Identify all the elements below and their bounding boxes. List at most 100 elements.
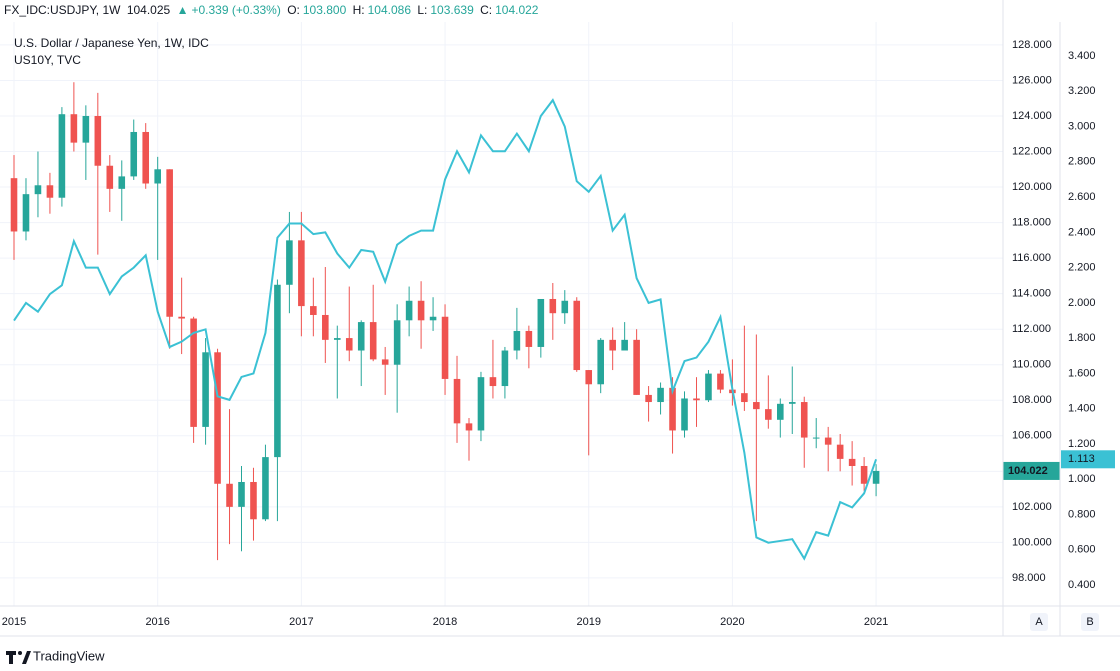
y2-tick-label: 0.600 [1068,544,1096,556]
axis-button[interactable] [1081,613,1099,631]
candle-body [345,338,353,351]
candle-body [657,387,664,403]
y-tick-label: 124.000 [1012,110,1052,122]
candle-body [393,320,401,365]
candle-body [405,300,413,321]
candle-body [298,240,305,307]
x-tick-label: 2018 [433,616,457,628]
candle-body [166,169,173,317]
legend-entry[interactable]: US10Y, TVC [14,53,81,67]
candle-body [214,352,221,484]
y2-tick-label: 2.000 [1068,297,1096,309]
candle-body [549,298,557,314]
price-tag-label: 1.113 [1068,453,1095,465]
legend-entry[interactable]: U.S. Dollar / Japanese Yen, 1W, IDC [14,36,209,50]
y2-tick-label: 3.400 [1068,50,1096,62]
y-tick-label: 100.000 [1012,536,1052,548]
candle-body [178,316,185,319]
x-tick-label: 2019 [576,616,600,628]
candle-body [824,437,832,445]
y2-tick-label: 3.200 [1068,85,1096,97]
candle-body [250,481,257,520]
header: FX_IDC:USDJPY, 1W 104.025 ▲ +0.339 (+0.33… [4,3,541,17]
y-tick-label: 116.000 [1012,252,1051,264]
candle-body [10,178,18,232]
candle-body [788,402,796,404]
ohlc-label: H: [352,3,365,17]
candle-body [46,185,54,198]
y2-tick-label: 3.000 [1068,120,1096,132]
candle-body [154,169,161,184]
candle-body [465,423,473,431]
candle-body [369,322,377,360]
y-tick-label: 102.000 [1012,501,1052,513]
change: +0.339 (+0.33%) [191,3,281,17]
candle-body [800,402,808,438]
ohlc-value: 103.800 [302,3,347,17]
axis-button-label[interactable]: B [1086,616,1093,628]
candle-body [705,373,712,401]
y-tick-label: 98.000 [1012,572,1046,584]
candle-body [333,338,341,340]
candle-body [441,316,449,379]
candle-body [357,322,365,351]
candle-body [501,350,509,387]
candle-body [453,378,461,424]
y-tick-label: 118.000 [1012,216,1051,228]
candle-body [860,465,868,484]
candle-body [633,339,640,395]
brand[interactable]: TradingView [33,648,105,663]
candle-body [741,393,748,403]
candle-body [561,300,569,314]
x-tick-label: 2017 [289,616,313,628]
x-tick-label: 2015 [2,616,26,628]
candle-body [621,339,628,351]
candle-body [573,300,581,371]
y-tick-label: 126.000 [1012,74,1052,86]
candle-body [118,176,126,189]
y2-tick-label: 2.600 [1068,191,1096,203]
axis-button[interactable] [1030,613,1048,631]
candle-body [777,403,784,420]
x-tick-label: 2016 [145,616,169,628]
y-tick-label: 120.000 [1012,181,1052,193]
y2-tick-label: 0.800 [1068,508,1096,520]
candle-body [58,114,66,198]
change-arrow: ▲ [176,3,189,17]
candle-body [274,284,281,458]
candle-body [142,131,150,184]
candle-body [106,165,114,189]
candle-body [681,398,688,431]
y2-tick-label: 2.800 [1068,156,1096,168]
candle-body [262,457,269,520]
symbol[interactable]: FX_IDC:USDJPY, 1W [4,3,121,17]
axis-button-label[interactable]: A [1035,616,1043,628]
y2-tick-label: 2.200 [1068,262,1096,274]
price-tag [1003,461,1060,480]
candle-body [812,437,820,439]
y-tick-label: 114.000 [1012,288,1051,300]
candle-body [310,306,317,315]
y2-tick-label: 1.000 [1068,473,1096,485]
candle-body [202,352,209,427]
candle-body [585,370,593,385]
y2-tick-label: 2.400 [1068,226,1096,238]
y-tick-label: 108.000 [1012,394,1052,406]
candle-body [693,398,700,401]
candle-body [238,481,245,507]
logo [6,651,31,664]
legend: U.S. Dollar / Japanese Yen, 1W, IDC US10… [14,35,209,69]
candle-body [226,483,233,507]
line-series [13,98,878,561]
candle-body [22,194,30,232]
candle-body [489,377,497,387]
candle-body [597,339,604,385]
candle-body [417,300,425,321]
y-tick-label: 112.000 [1012,323,1051,335]
ohlc-label: O: [287,3,300,17]
candle-body [70,114,78,143]
candle-body [717,373,724,390]
ohlc-value: 103.639 [430,3,474,17]
